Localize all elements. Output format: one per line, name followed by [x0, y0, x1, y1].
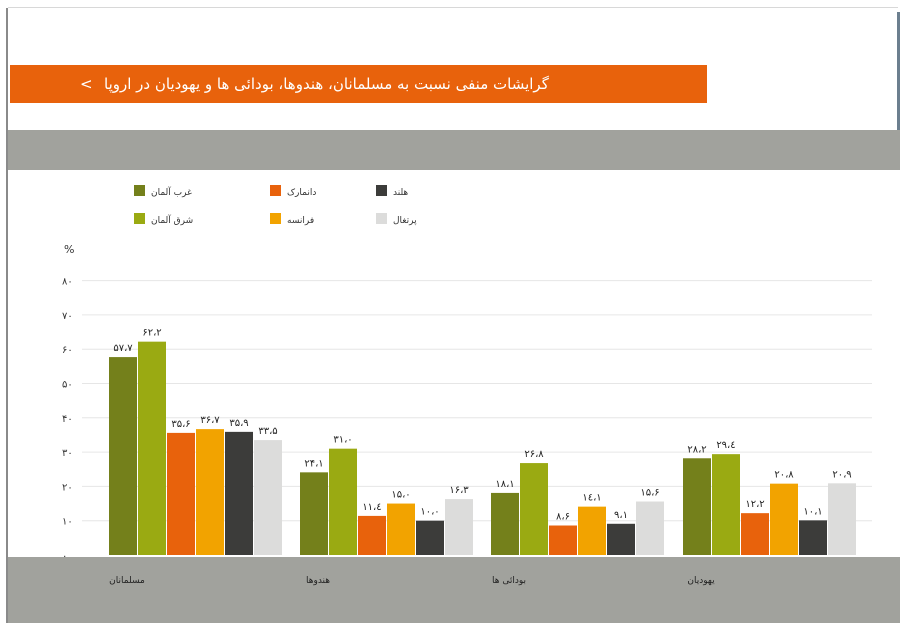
- legend-swatch: [376, 213, 387, 224]
- bar: [578, 506, 606, 555]
- bar: [416, 520, 444, 555]
- bar: [607, 523, 635, 555]
- header-band: [8, 130, 900, 170]
- bar: [358, 515, 386, 555]
- bar-value-label: ۳۱،۰: [333, 435, 352, 446]
- bar: [445, 499, 473, 555]
- right-border: [897, 12, 900, 154]
- chart-title: گرایشات منفی نسبت به مسلمانان، هندوها، ب…: [104, 75, 549, 93]
- legend-swatch: [376, 185, 387, 196]
- legend-swatch: [270, 185, 281, 196]
- bar: [491, 492, 519, 555]
- y-tick-label: ۸۰: [62, 277, 73, 288]
- bar-value-label: ۳۵،۶: [171, 419, 190, 430]
- bars: [109, 341, 856, 555]
- bar-value-label: ۹،۱: [614, 510, 628, 521]
- y-tick-label: ۱۰: [62, 517, 73, 528]
- chevron-left-icon: <: [80, 75, 93, 93]
- bar: [254, 440, 282, 555]
- bar: [770, 483, 798, 555]
- bar: [520, 463, 548, 555]
- x-tick-label: هندوها: [306, 576, 330, 586]
- bar: [138, 341, 166, 555]
- bar-value-label: ۲۶،۸: [524, 449, 544, 460]
- bar-value-label: ۱۱،٤: [362, 502, 381, 513]
- legend-label: فرانسه: [287, 216, 314, 226]
- x-axis-band: [8, 557, 900, 623]
- bar: [225, 431, 253, 555]
- x-tick-label: مسلمانان: [109, 576, 145, 586]
- bar-value-label: ۶۲،۲: [142, 328, 161, 339]
- legend-label: هلند: [393, 188, 408, 198]
- bar: [828, 483, 856, 555]
- legend-label: دانمارک: [287, 187, 316, 198]
- bar-value-label: ۲۴،۱: [304, 458, 323, 469]
- bar-value-label: ۱۸،۱: [495, 479, 514, 490]
- bar: [109, 357, 137, 555]
- legend-label: غرب آلمان: [151, 186, 192, 198]
- bar-value-label: ۱٤،۱: [582, 493, 601, 504]
- bar-value-label: ۳۶،۷: [200, 415, 220, 426]
- x-tick-label: یهودیان: [687, 576, 715, 586]
- bar-value-label: ۳۳،۵: [258, 426, 277, 437]
- bar-value-label: ۲۸،۲: [687, 444, 706, 455]
- legend-swatch: [134, 185, 145, 196]
- bar: [683, 458, 711, 555]
- bar-value-label: ۱۰،۰: [420, 507, 439, 518]
- bar-value-label: ۱۵،۰: [391, 490, 410, 501]
- y-axis: ۰ ۱۰ ۲۰ ۳۰ ۴۰ ۵۰ ۶۰ ۷۰ ۸۰%: [62, 243, 74, 562]
- bar-value-label: ۳۵،۹: [229, 418, 248, 429]
- bar: [167, 432, 195, 555]
- top-border: [8, 7, 898, 8]
- bar: [636, 501, 664, 555]
- bar-value-label: ۲۹،٤: [716, 440, 735, 451]
- legend-swatch: [270, 213, 281, 224]
- bar-value-label: ۱۶،۳: [449, 485, 469, 496]
- legend-label: شرق آلمان: [151, 214, 193, 226]
- bar-value-label: ۱۵،۶: [640, 487, 659, 498]
- bar: [300, 472, 328, 555]
- y-tick-label: ۰: [62, 551, 67, 562]
- legend-swatch: [134, 213, 145, 224]
- bar-value-label: ۵۷،۷: [113, 343, 133, 354]
- y-tick-label: ۲۰: [62, 482, 73, 493]
- y-axis-label: %: [64, 243, 74, 256]
- bar: [741, 513, 769, 555]
- y-tick-label: ۴۰: [62, 414, 73, 425]
- left-border: [6, 8, 8, 623]
- y-tick-label: ۳۰: [62, 448, 73, 459]
- bar: [712, 454, 740, 555]
- x-tick-label: بودائی ها: [492, 576, 526, 586]
- bar-value-label: ۱۲،۲: [745, 499, 764, 510]
- bar: [549, 525, 577, 555]
- bar: [799, 520, 827, 555]
- y-tick-label: ۶۰: [62, 345, 73, 356]
- bar: [387, 503, 415, 555]
- bar-value-label: ۱۰،۱: [803, 506, 822, 517]
- bar-value-label: ۲۰،۸: [774, 470, 794, 481]
- x-axis: مسلمانان هندوها بودائی ها یهودیان: [109, 576, 715, 586]
- legend: غرب آلمان دانمارک هلند شرق آلمان فرانسه پرتغا…: [134, 185, 417, 226]
- bar-value-label: ۸،۶: [556, 512, 570, 523]
- bar-value-label: ۲۰،۹: [832, 469, 851, 480]
- title-banner: < گرایشات منفی نسبت به مسلمانان، هندوها،…: [10, 65, 707, 103]
- bar: [196, 429, 224, 555]
- y-tick-label: ۵۰: [62, 380, 73, 391]
- value-labels: ۵۷،۷ ۶۲،۲ ۳۵،۶ ۳۶،۷ ۳۵،۹ ۳۳،۵ ۲۴،۱ ۳۱،۰ ۱۱،٤ ۱۵،۰…: [113, 328, 851, 523]
- legend-label: پرتغال: [393, 216, 417, 226]
- bar: [329, 448, 357, 555]
- y-tick-label: ۷۰: [62, 311, 73, 322]
